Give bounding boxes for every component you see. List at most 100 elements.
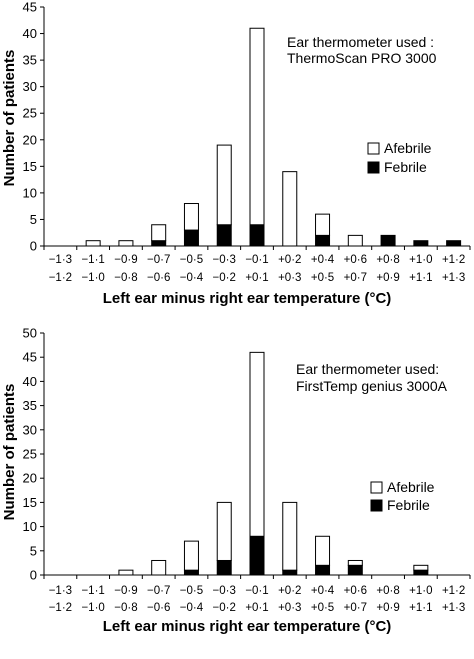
chart-panel-2: 0 5 10 15 20 25 30 35 40 45 50 Number of patients −1… xyxy=(1,326,471,635)
bar-febrile-8 xyxy=(282,569,298,576)
bar-afebrile-4 xyxy=(151,224,167,242)
legend-label-febrile: Febrile xyxy=(384,159,427,175)
bar-afebrile-9 xyxy=(315,213,331,236)
y-tick-label: 0 xyxy=(30,239,37,254)
x-tick-label: −1·0 xyxy=(81,602,104,614)
x-tick-label: +0·2 xyxy=(278,254,301,266)
x-tick-label: −0·8 xyxy=(114,602,137,614)
x-tick-label: +1·1 xyxy=(409,272,432,284)
bar-febrile-4 xyxy=(151,240,167,247)
y-tick-label: 30 xyxy=(23,422,37,437)
legend-swatch-febrile xyxy=(367,161,380,174)
y-tick-label: 10 xyxy=(23,519,37,534)
x-tick-label: −0·3 xyxy=(213,254,236,266)
y-tick-label: 5 xyxy=(30,543,37,558)
y-tick-label: 20 xyxy=(23,471,37,486)
x-tick-label: +1·1 xyxy=(409,602,432,614)
y-tick-label: 40 xyxy=(23,26,37,41)
x-tick-label: −0·7 xyxy=(147,254,170,266)
x-tick-label: +1·0 xyxy=(409,254,432,266)
x-tick-label: −0·6 xyxy=(147,602,170,614)
chart-panel-1: 0 5 10 15 20 25 30 35 40 45 Number of patients −1·3… xyxy=(1,0,471,307)
bar-afebrile-7 xyxy=(249,351,265,537)
legend-swatch-afebrile xyxy=(367,142,380,155)
bar-febrile-6 xyxy=(216,224,232,247)
x-tick-label: −0·4 xyxy=(180,272,204,284)
x-tick-label: +0·8 xyxy=(376,585,399,597)
bar-afebrile-8 xyxy=(282,501,298,571)
y-tick-label: 45 xyxy=(23,350,37,365)
bar-febrile-12 xyxy=(413,240,429,247)
y-tick-label: 10 xyxy=(23,185,37,200)
y-tick-label: 5 xyxy=(30,212,37,227)
y-tick-label: 25 xyxy=(23,106,37,121)
x-tick-label: +0·2 xyxy=(278,585,301,597)
bar-afebrile-5 xyxy=(183,203,199,231)
x-tick-label: +0·9 xyxy=(376,272,399,284)
x-tick-label: +0·4 xyxy=(311,254,335,266)
bar-afebrile-9 xyxy=(315,535,331,566)
x-tick-label: −1·3 xyxy=(49,254,72,266)
x-tick-label: −0·8 xyxy=(114,272,137,284)
legend-swatch-febrile xyxy=(370,499,383,512)
bar-afebrile-3 xyxy=(118,240,134,247)
legend-label-febrile: Febrile xyxy=(387,497,430,513)
x-tick-label: −0·1 xyxy=(245,254,268,266)
bar-afebrile-8 xyxy=(282,171,298,247)
x-tick-label: +0·6 xyxy=(344,254,367,266)
bar-afebrile-4 xyxy=(151,559,167,576)
y-tick-label: 25 xyxy=(23,447,37,462)
x-tick-label: +0·1 xyxy=(245,272,268,284)
x-tick-label: −0·3 xyxy=(213,585,236,597)
x-tick-label: +0·7 xyxy=(344,602,367,614)
bar-afebrile-3 xyxy=(118,569,134,576)
annotation-line-2: ThermoScan PRO 3000 xyxy=(287,50,437,66)
bar-afebrile-6 xyxy=(216,144,232,226)
annotation-line-1: Ear thermometer used: xyxy=(296,361,439,377)
bar-febrile-6 xyxy=(216,559,232,576)
y-axis-title: Number of patients xyxy=(1,50,18,187)
bar-febrile-7 xyxy=(249,224,265,247)
x-tick-label: +0·3 xyxy=(278,602,301,614)
x-tick-label: −0·4 xyxy=(180,602,204,614)
annotation-line-2: FirstTemp genius 3000A xyxy=(296,378,448,394)
x-axis-title: Left ear minus right ear temperature (°C… xyxy=(103,290,392,307)
x-tick-label: −0·5 xyxy=(180,254,203,266)
bar-afebrile-10 xyxy=(347,234,363,247)
x-tick-label: +1·2 xyxy=(442,585,465,597)
bar-afebrile-6 xyxy=(216,501,232,561)
x-tick-label: −0·6 xyxy=(147,272,170,284)
bar-febrile-5 xyxy=(183,229,199,247)
x-tick-label: −1·2 xyxy=(49,602,72,614)
x-tick-label: +0·8 xyxy=(376,254,399,266)
x-tick-label: −1·1 xyxy=(81,585,104,597)
x-tick-label: −1·3 xyxy=(49,585,72,597)
y-tick-label: 30 xyxy=(23,79,37,94)
bar-febrile-11 xyxy=(380,234,396,247)
x-tick-label: −0·5 xyxy=(180,585,203,597)
x-tick-label: −0·1 xyxy=(245,585,268,597)
y-tick-label: 20 xyxy=(23,132,37,147)
y-tick-label: 35 xyxy=(23,53,37,68)
x-tick-label: −1·0 xyxy=(81,272,104,284)
x-tick-label: +0·6 xyxy=(344,585,367,597)
x-tick-label: +0·3 xyxy=(278,272,301,284)
bar-afebrile-10 xyxy=(347,559,363,566)
bar-febrile-5 xyxy=(183,569,199,576)
x-tick-label: −1·2 xyxy=(49,272,72,284)
y-tick-label: 40 xyxy=(23,374,37,389)
x-tick-label: −0·7 xyxy=(147,585,170,597)
legend-label-afebrile: Afebrile xyxy=(384,140,432,156)
bar-febrile-9 xyxy=(315,234,331,247)
bar-afebrile-5 xyxy=(183,540,199,571)
bar-afebrile-12 xyxy=(413,564,429,571)
x-tick-label: +0·7 xyxy=(344,272,367,284)
legend-swatch-afebrile xyxy=(370,481,383,494)
x-tick-label: +1·3 xyxy=(442,272,465,284)
bar-febrile-12 xyxy=(413,569,429,576)
bar-febrile-7 xyxy=(249,535,265,576)
x-tick-label: +0·4 xyxy=(311,585,335,597)
annotation-line-1: Ear thermometer used : xyxy=(287,34,434,50)
x-tick-label: −0·2 xyxy=(213,602,236,614)
